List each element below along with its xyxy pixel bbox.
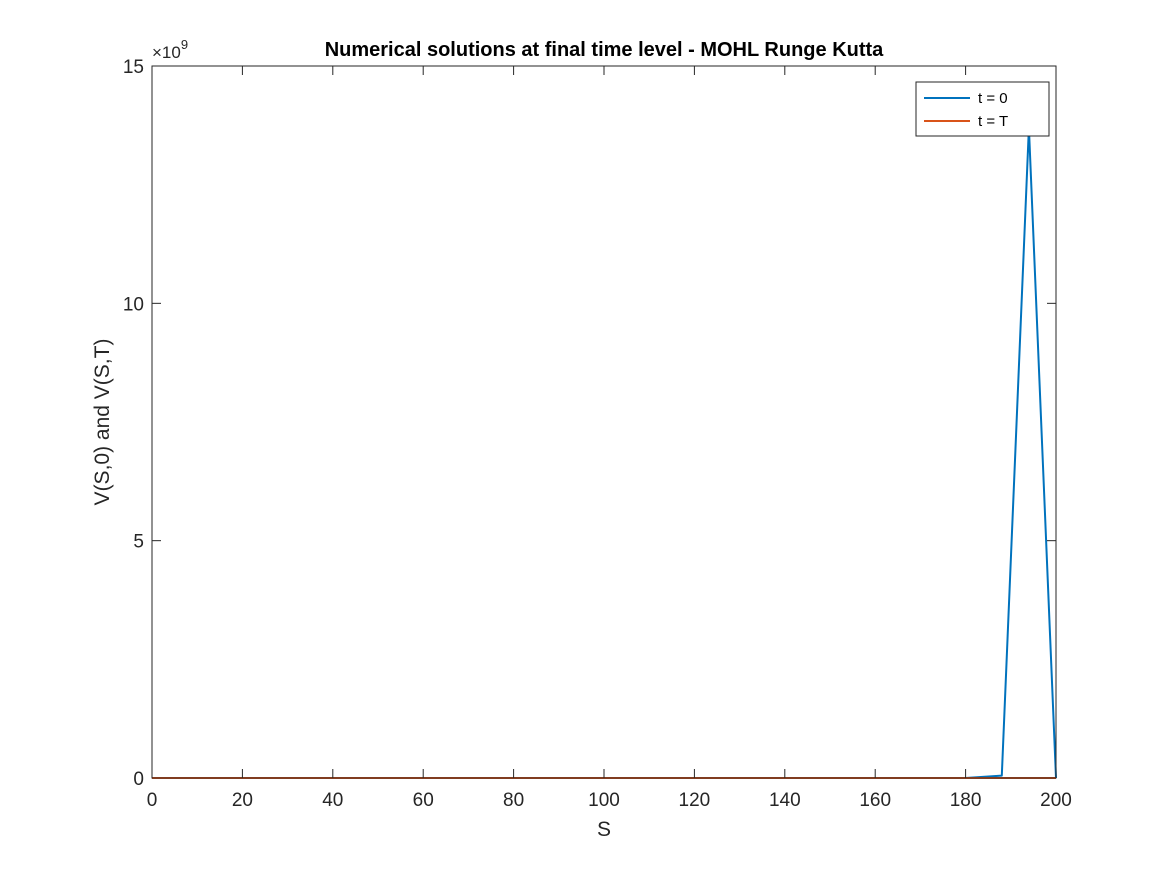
plot-background	[152, 66, 1056, 778]
legend-label-tT: t = T	[978, 113, 1008, 130]
x-tick-label: 40	[322, 790, 343, 811]
plot-box	[151, 65, 1057, 779]
y-axis-label: V(S,0) and V(S,T)	[91, 339, 114, 506]
x-tick-label: 200	[1040, 790, 1072, 811]
x-tick-label: 140	[769, 790, 801, 811]
y-tick-label: 15	[123, 57, 144, 78]
x-tick-label: 120	[679, 790, 711, 811]
x-tick-label: 100	[588, 790, 620, 811]
x-tick-label: 160	[859, 790, 891, 811]
y-tick-label: 0	[133, 769, 144, 790]
y-tick-label: 10	[123, 294, 144, 315]
x-tick-label: 80	[503, 790, 524, 811]
y-exponent-power: 9	[181, 37, 188, 52]
chart-title: Numerical solutions at final time level …	[325, 39, 884, 61]
ticks-layer: 0 20 40 60 80 100 120 140 160 180 200 0 5 10 15	[123, 57, 1072, 811]
y-axis-exponent: ×109	[152, 37, 188, 62]
x-tick-label: 20	[232, 790, 253, 811]
x-tick-label: 0	[147, 790, 158, 811]
legend-box	[915, 81, 1050, 137]
legend: t = 0 t = T	[915, 81, 1050, 137]
x-axis-label: S	[597, 818, 611, 841]
y-exponent-base: ×10	[152, 43, 181, 62]
y-tick-label: 5	[133, 532, 144, 553]
x-tick-label: 180	[950, 790, 982, 811]
legend-label-t0: t = 0	[978, 90, 1008, 107]
x-tick-label: 60	[413, 790, 434, 811]
